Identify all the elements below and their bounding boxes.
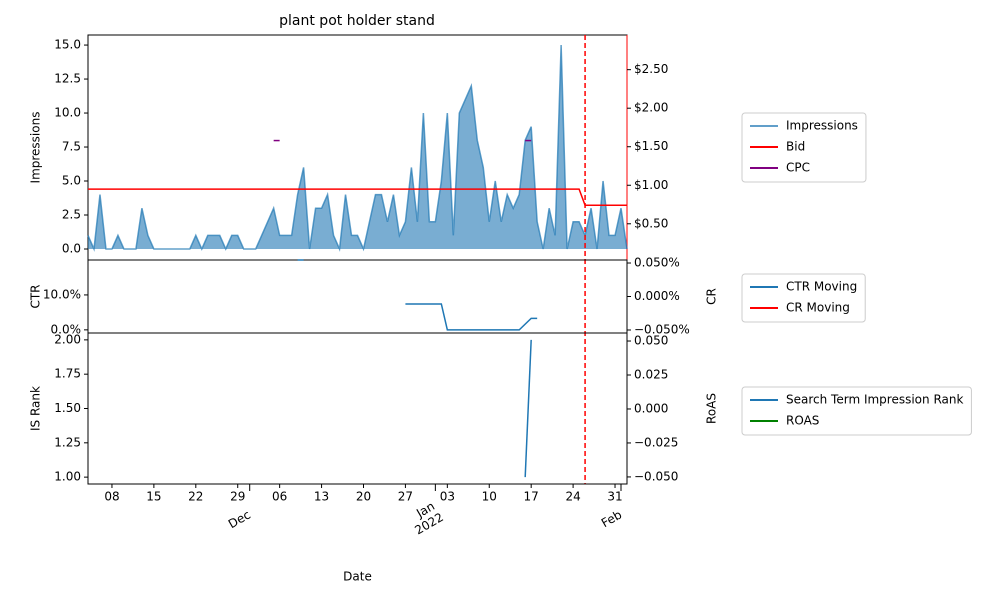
x-tick-label: 06 — [272, 490, 287, 504]
y2-axis-label: RoAS — [705, 393, 719, 424]
y2-tick-label: −0.050% — [634, 322, 690, 336]
y-tick-label: 1.25 — [54, 435, 81, 449]
y2-axis-label: CR — [705, 288, 719, 305]
y-tick-label: 0.0 — [62, 241, 81, 255]
legend-frame — [741, 112, 867, 183]
y2-tick-label: $2.00 — [634, 101, 668, 115]
legend-label: ROAS — [786, 414, 819, 428]
x-tick-label: 17 — [524, 490, 539, 504]
x-tick-label-major: Dec — [226, 508, 253, 532]
series-line — [524, 339, 532, 478]
y2-tick-label: −0.025 — [634, 435, 678, 449]
y-tick-label: 10.0 — [54, 106, 81, 120]
plot-frame — [87, 332, 628, 485]
legend-label: CPC — [786, 161, 810, 175]
y2-tick-label: $1.50 — [634, 139, 668, 153]
y-axis-label: IS Rank — [29, 386, 43, 431]
series-line — [405, 303, 538, 331]
y-tick-label: 15.0 — [54, 38, 81, 52]
x-tick-label: 08 — [104, 490, 119, 504]
x-tick-label: 29 — [230, 490, 245, 504]
y-tick-label: 2.5 — [62, 208, 81, 222]
x-axis-label: Date — [343, 570, 372, 584]
y2-tick-label: 0.000% — [634, 289, 680, 303]
x-tick-label: 31 — [607, 490, 622, 504]
y2-tick-label: 0.025 — [634, 367, 668, 381]
legend-label: Impressions — [786, 119, 858, 133]
x-tick-label: 24 — [565, 490, 580, 504]
y-tick-label: 0.0% — [51, 322, 82, 336]
legend-label: CTR Moving — [786, 280, 857, 294]
x-tick-label: 03 — [440, 490, 455, 504]
x-tick-label: 27 — [398, 490, 413, 504]
y2-tick-label: $0.50 — [634, 216, 668, 230]
y2-tick-label: $2.50 — [634, 62, 668, 76]
plot-frame — [87, 259, 628, 334]
y2-tick-label: 0.000 — [634, 401, 668, 415]
y-tick-label: 10.0% — [43, 287, 81, 301]
x-tick-label: 15 — [146, 490, 161, 504]
y-tick-label: 2.00 — [54, 332, 81, 346]
x-tick-label: 20 — [356, 490, 371, 504]
legend-label: CR Moving — [786, 301, 850, 315]
x-tick-label-major: Feb — [599, 508, 624, 531]
series-line — [88, 188, 627, 207]
area-fill — [88, 45, 627, 249]
y2-tick-label: 0.050% — [634, 256, 680, 270]
y2-tick-label: −0.050 — [634, 469, 678, 483]
x-tick-label: 10 — [482, 490, 497, 504]
y-tick-label: 1.00 — [54, 470, 81, 484]
legend-label: Search Term Impression Rank — [786, 393, 963, 407]
x-tick-label: 13 — [314, 490, 329, 504]
legend-label: Bid — [786, 140, 805, 154]
y-tick-label: 12.5 — [54, 72, 81, 86]
y-tick-label: 1.50 — [54, 401, 81, 415]
y-tick-label: 1.75 — [54, 367, 81, 381]
y2-tick-label: 0.050 — [634, 334, 668, 348]
y-axis-label: CTR — [29, 284, 43, 308]
y-tick-label: 5.0 — [62, 174, 81, 188]
y-axis-label: Impressions — [29, 112, 43, 184]
chart-title: plant pot holder stand — [279, 13, 435, 29]
y2-tick-label: $1.00 — [634, 178, 668, 192]
legend-frame — [741, 386, 972, 436]
x-tick-label: 22 — [188, 490, 203, 504]
series-line — [87, 45, 628, 252]
y-tick-label: 7.5 — [62, 140, 81, 154]
